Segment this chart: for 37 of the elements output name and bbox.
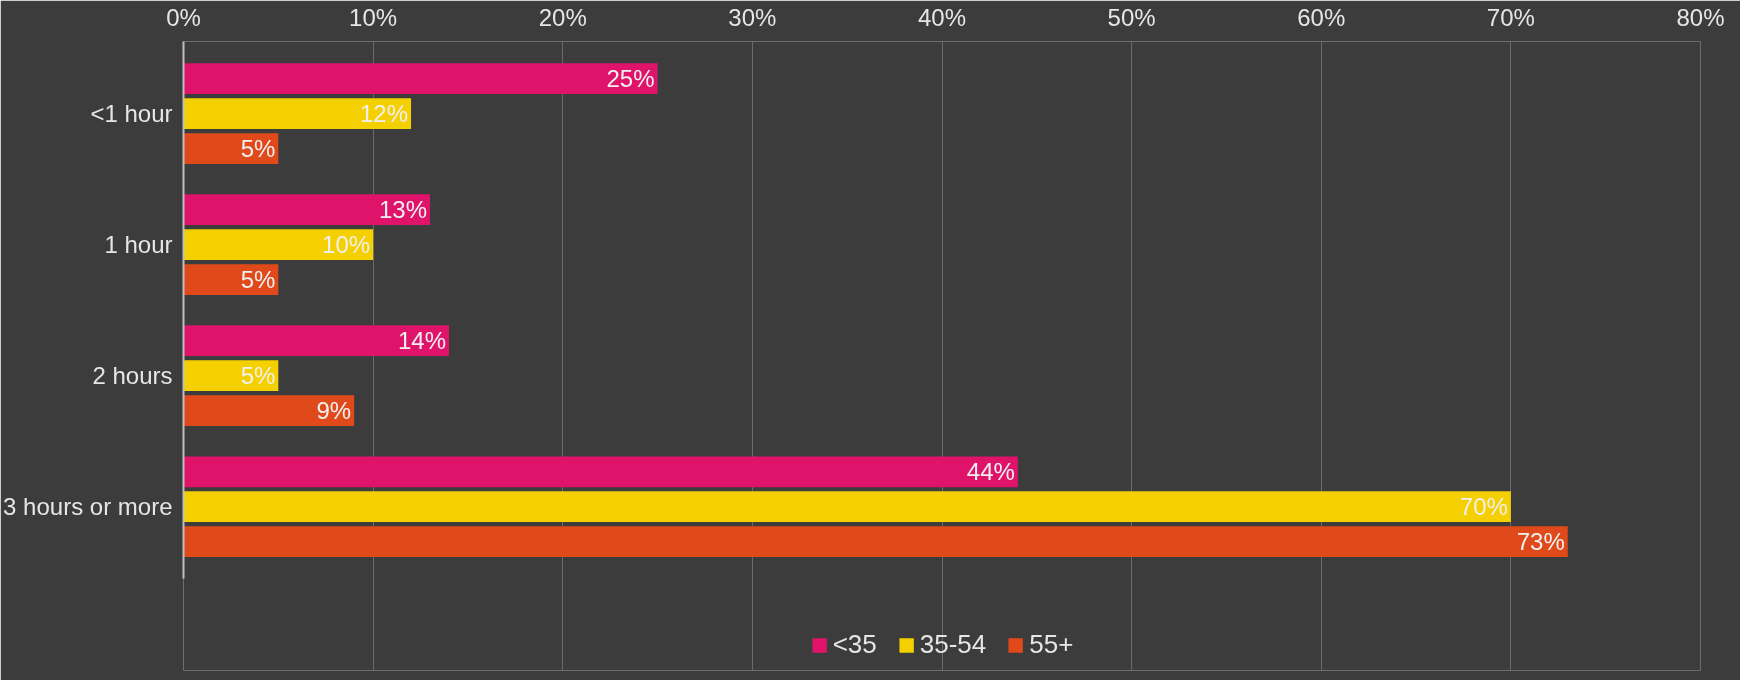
data-label: 5% xyxy=(240,135,276,163)
data-label: 25% xyxy=(606,65,655,93)
bar xyxy=(183,63,658,94)
x-tick-label: 50% xyxy=(1107,3,1156,31)
bar xyxy=(183,229,374,260)
x-tick-label: 80% xyxy=(1676,3,1725,31)
y-tick-label: 1 hour xyxy=(104,231,173,259)
x-tick-label: 20% xyxy=(538,3,587,31)
data-label: 70% xyxy=(1459,493,1508,521)
legend-label: 35-54 xyxy=(919,629,987,660)
x-tick-label: 60% xyxy=(1297,3,1346,31)
data-label: 9% xyxy=(316,397,352,425)
legend-label: 55+ xyxy=(1029,629,1074,660)
y-tick-label: 3 hours or more xyxy=(3,493,173,521)
bar xyxy=(183,325,449,357)
bar xyxy=(183,526,1568,558)
data-label: 5% xyxy=(240,362,276,390)
x-tick-label: 10% xyxy=(349,3,398,31)
y-tick-label: 2 hours xyxy=(92,362,173,390)
data-label: 44% xyxy=(966,458,1015,486)
bar xyxy=(183,491,1511,523)
legend-label: <35 xyxy=(832,629,877,660)
data-label: 73% xyxy=(1516,528,1565,556)
bar xyxy=(183,395,355,426)
x-tick-label: 30% xyxy=(728,3,777,31)
data-label: 10% xyxy=(322,231,371,259)
data-label: 13% xyxy=(378,196,428,224)
x-tick-label: 0% xyxy=(166,3,201,31)
x-tick-label: 40% xyxy=(917,3,967,31)
bar xyxy=(183,456,1018,488)
data-label: 5% xyxy=(240,266,276,294)
data-label: 14% xyxy=(397,327,446,355)
bar xyxy=(183,194,431,226)
x-tick-label: 70% xyxy=(1486,3,1535,31)
data-label: 12% xyxy=(360,100,409,128)
bar xyxy=(183,98,412,129)
y-tick-label: <1 hour xyxy=(90,100,173,128)
